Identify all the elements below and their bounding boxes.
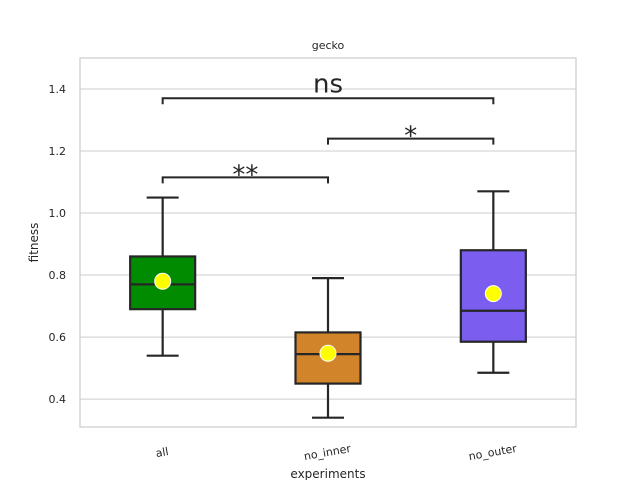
- significance-annotation: *: [327, 122, 495, 152]
- significance-bracket: [161, 176, 329, 184]
- tick-layer: 0.4 0.6 0.8 1.0 1.2 1.4 all no_inner no_outer: [49, 83, 519, 463]
- box-layer: [129, 190, 527, 419]
- significance-label: *: [404, 122, 417, 152]
- y-tick-label: 1.2: [49, 145, 67, 158]
- significance-annotation: **: [161, 160, 329, 190]
- plot-frame: [79, 57, 577, 428]
- significance-label: ns: [313, 69, 343, 99]
- y-tick-label: 0.4: [49, 393, 67, 406]
- significance-annotation: ns: [161, 69, 495, 105]
- x-tick-label: no_inner: [303, 442, 352, 463]
- significance-bracket: [161, 97, 495, 105]
- annotation-layer: ***ns: [161, 69, 495, 190]
- y-tick-label: 1.0: [49, 207, 67, 220]
- mean-marker: [319, 344, 337, 362]
- y-tick-label: 0.8: [49, 269, 67, 282]
- y-tick-label: 0.6: [49, 331, 67, 344]
- significance-bracket: [327, 137, 495, 145]
- box-no_outer: [459, 190, 527, 374]
- chart-title: gecko: [312, 39, 345, 52]
- box-all: [129, 196, 197, 357]
- x-tick-label: all: [155, 445, 170, 460]
- y-axis-label: fitness: [27, 223, 41, 263]
- x-tick-label: no_outer: [468, 442, 518, 463]
- mean-marker: [484, 285, 502, 303]
- y-tick-label: 1.4: [49, 83, 67, 96]
- mean-marker: [154, 272, 172, 290]
- x-axis-label: experiments: [290, 467, 365, 480]
- significance-label: **: [232, 160, 258, 190]
- box-no_inner: [294, 277, 362, 419]
